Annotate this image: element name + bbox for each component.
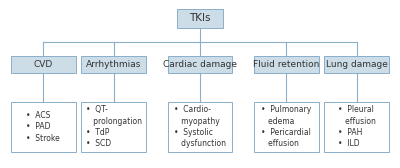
Text: •  Cardio-
   myopathy
•  Systolic
   dysfunction: • Cardio- myopathy • Systolic dysfunctio… (174, 105, 226, 149)
FancyBboxPatch shape (254, 102, 318, 152)
Text: •  QT-
   prolongation
•  TdP
•  SCD: • QT- prolongation • TdP • SCD (86, 105, 142, 149)
FancyBboxPatch shape (168, 102, 232, 152)
Text: •  ACS
•  PAD
•  Stroke: • ACS • PAD • Stroke (26, 111, 60, 143)
FancyBboxPatch shape (11, 56, 76, 73)
Text: Cardiac damage: Cardiac damage (163, 60, 237, 69)
FancyBboxPatch shape (178, 9, 222, 28)
Text: CVD: CVD (34, 60, 53, 69)
FancyBboxPatch shape (168, 56, 232, 73)
Text: Fluid retention: Fluid retention (253, 60, 320, 69)
FancyBboxPatch shape (11, 102, 76, 152)
FancyBboxPatch shape (82, 56, 146, 73)
Text: •  Pulmonary
   edema
•  Pericardial
   effusion: • Pulmonary edema • Pericardial effusion (261, 105, 311, 149)
FancyBboxPatch shape (324, 102, 389, 152)
FancyBboxPatch shape (254, 56, 318, 73)
Text: Lung damage: Lung damage (326, 60, 388, 69)
FancyBboxPatch shape (82, 102, 146, 152)
Text: TKIs: TKIs (189, 13, 211, 23)
FancyBboxPatch shape (324, 56, 389, 73)
Text: Arrhythmias: Arrhythmias (86, 60, 142, 69)
Text: •  Pleural
   effusion
•  PAH
•  ILD: • Pleural effusion • PAH • ILD (338, 105, 376, 149)
